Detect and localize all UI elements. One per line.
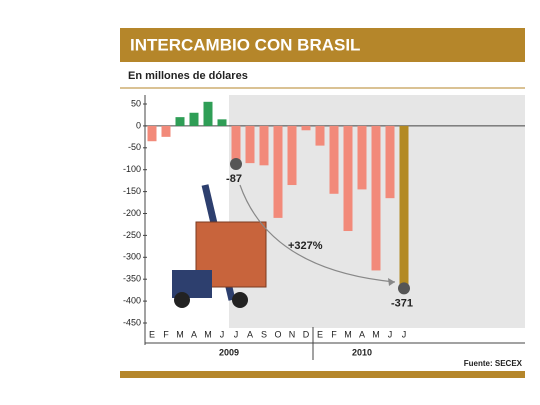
bar [203, 101, 213, 126]
x-tick-label: M [204, 329, 212, 339]
y-tick-label: 0 [136, 120, 141, 130]
bar [385, 125, 395, 199]
bar [357, 125, 367, 190]
x-tick-label: E [149, 329, 155, 339]
chart-title: INTERCAMBIO CON BRASIL [130, 35, 360, 54]
bottom-bar [120, 371, 525, 378]
x-tick-label: J [402, 329, 407, 339]
x-tick-label: O [274, 329, 281, 339]
y-tick-label: -450 [123, 317, 141, 327]
x-tick-label: F [163, 329, 169, 339]
x-tick-label: E [317, 329, 323, 339]
x-tick-label: M [344, 329, 352, 339]
y-tick-label: -300 [123, 252, 141, 262]
subtitle: En millones de dólares [128, 70, 248, 82]
y-tick-label: -250 [123, 230, 141, 240]
x-tick-label: M [176, 329, 184, 339]
bar [343, 125, 353, 232]
x-tick-label: J [388, 329, 393, 339]
y-tick-label: -200 [123, 208, 141, 218]
bar [259, 125, 269, 166]
x-tick-label: A [191, 329, 197, 339]
bar [161, 125, 171, 137]
annotation: +327% [288, 240, 323, 252]
source: Fuente: SECEX [464, 359, 523, 368]
value-label: -371 [391, 297, 413, 309]
year-label: 2010 [352, 347, 372, 357]
x-tick-label: N [289, 329, 296, 339]
bar [217, 119, 227, 126]
bar [147, 125, 157, 142]
bar [287, 125, 297, 186]
y-tick-label: -100 [123, 164, 141, 174]
x-tick-label: A [247, 329, 253, 339]
x-tick-label: J [220, 329, 225, 339]
bar [371, 125, 381, 271]
bar [301, 125, 311, 131]
x-tick-label: S [261, 329, 267, 339]
bar [175, 117, 185, 126]
forklift-illustration [172, 184, 267, 308]
y-tick-label: -350 [123, 274, 141, 284]
highlight-dot [398, 282, 410, 295]
x-tick-label: J [234, 329, 239, 339]
bar [399, 125, 409, 289]
x-tick-label: F [331, 329, 337, 339]
x-tick-label: A [359, 329, 365, 339]
bar [273, 125, 283, 218]
bar [245, 125, 255, 164]
bar [231, 125, 241, 165]
y-tick-label: 50 [131, 98, 141, 108]
x-tick-label: M [372, 329, 380, 339]
highlight-dot [230, 158, 242, 171]
arrow-head [388, 278, 395, 286]
y-tick-label: -50 [128, 142, 141, 152]
growth-arrow [239, 184, 396, 283]
bar [315, 125, 325, 146]
value-label: -87 [226, 173, 242, 185]
x-tick-label: D [303, 329, 310, 339]
year-label: 2009 [219, 347, 239, 357]
bar [329, 125, 339, 194]
title-bar [120, 28, 525, 62]
y-tick-label: -400 [123, 295, 141, 305]
bar [189, 112, 199, 126]
y-tick-label: -150 [123, 186, 141, 196]
